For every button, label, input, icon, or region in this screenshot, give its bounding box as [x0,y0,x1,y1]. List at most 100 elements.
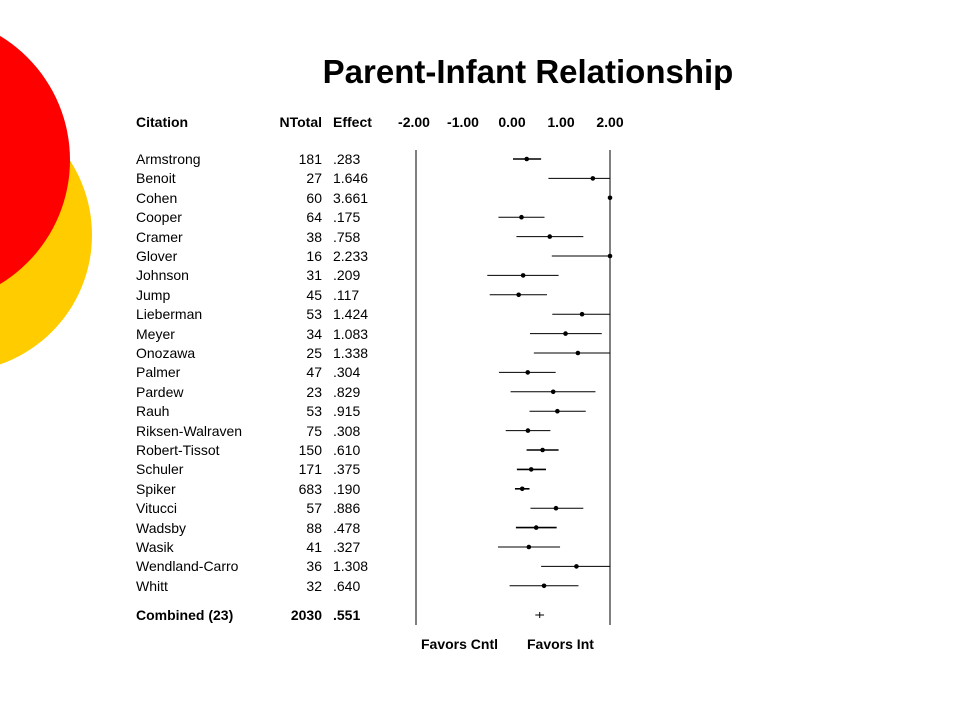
study-citation: Johnson [136,267,189,284]
study-effect: .117 [333,286,360,303]
study-effect: .308 [333,422,361,439]
study-effect: .829 [333,383,361,400]
combined-n: 2030 [290,607,322,623]
study-n: 171 [298,461,322,478]
study-citation: Wendland-Carro [136,558,239,575]
study-n: 36 [306,558,322,575]
effect-point [607,195,613,201]
tick-label: 1.00 [547,114,575,130]
study-n: 53 [306,306,322,323]
tick-label: -1.00 [447,114,479,130]
effect-point [519,486,525,492]
effect-point [547,234,553,239]
study-citation: Cooper [136,209,182,226]
study-effect: .886 [333,500,361,517]
study-effect: 1.646 [333,170,369,187]
study-citation: Glover [136,248,178,264]
study-citation: Benoit [136,170,176,187]
study-effect: .375 [333,461,361,478]
study-n: 41 [306,539,322,555]
study-n: 25 [306,345,322,361]
effect-point [550,389,556,395]
effect-point [524,156,530,162]
study-citation: Schuler [136,461,184,478]
combined-citation: Combined (23) [136,607,234,623]
study-effect: .610 [333,442,361,458]
effect-point [553,505,559,511]
study-citation: Palmer [136,364,181,381]
study-n: 34 [306,325,322,342]
study-citation: Cohen [136,189,178,206]
study-n: 38 [306,228,322,245]
tick-label: 0.00 [498,114,526,130]
study-n: 23 [306,383,322,400]
effect-header: Effect [333,114,372,130]
study-citation: Riksen-Walraven [136,422,243,439]
study-citation: Robert-Tissot [136,442,220,458]
study-n: 16 [306,248,322,264]
study-effect: .190 [333,480,361,497]
effect-point [555,408,560,414]
study-effect: .304 [333,364,361,381]
study-citation: Spiker [136,480,176,497]
effect-point [607,253,613,259]
study-effect: .209 [333,267,361,284]
study-n: 60 [306,189,322,206]
effect-point [579,311,585,317]
study-effect: .478 [333,519,361,536]
favors-control-label: Favors Cntl [421,636,499,652]
study-n: 57 [306,500,322,517]
study-effect: 1.083 [333,325,369,342]
effect-point [541,583,547,589]
tick-label: -2.00 [398,114,430,130]
study-n: 45 [306,286,322,303]
study-n: 32 [306,577,322,594]
study-effect: 1.308 [333,558,369,575]
study-citation: Wasik [136,539,174,555]
combined-effect: .551 [333,607,361,623]
ntotal-header: NTotal [279,114,322,130]
study-n: 31 [306,267,322,284]
effect-point [528,467,534,472]
study-citation: Meyer [136,325,175,342]
study-effect: .640 [333,577,361,594]
effect-point [525,370,531,375]
study-n: 27 [306,170,322,187]
study-n: 47 [306,364,322,381]
study-n: 88 [306,519,322,536]
study-citation: Vitucci [136,500,177,517]
study-effect: .283 [333,151,361,167]
study-n: 150 [298,442,322,458]
study-n: 53 [306,403,322,420]
study-effect: .915 [333,403,361,420]
effect-point [574,564,579,569]
study-effect: 3.661 [333,189,369,206]
study-citation: Jump [136,286,171,303]
effect-point [526,544,532,550]
study-n: 683 [298,480,322,497]
study-citation: Pardew [136,383,184,400]
study-n: 64 [306,209,322,226]
study-citation: Lieberman [136,306,203,323]
study-citation: Rauh [136,403,170,420]
red-circle [0,35,70,285]
study-citation: Cramer [136,228,183,245]
effect-point [563,331,568,336]
effect-point [516,292,521,298]
effect-point [575,350,581,356]
study-citation: Onozawa [136,345,196,361]
study-effect: .327 [333,539,361,555]
study-n: 181 [298,151,322,167]
study-effect: 1.424 [333,306,369,323]
study-effect: 2.233 [333,248,369,264]
study-effect: .758 [333,228,361,245]
study-citation: Wadsby [136,519,187,536]
study-effect: 1.338 [333,345,369,361]
effect-point [590,176,596,181]
effect-point [540,447,545,453]
slide-title: Parent-Infant Relationship [322,53,734,90]
effect-point [533,525,539,530]
study-citation: Armstrong [136,151,201,167]
